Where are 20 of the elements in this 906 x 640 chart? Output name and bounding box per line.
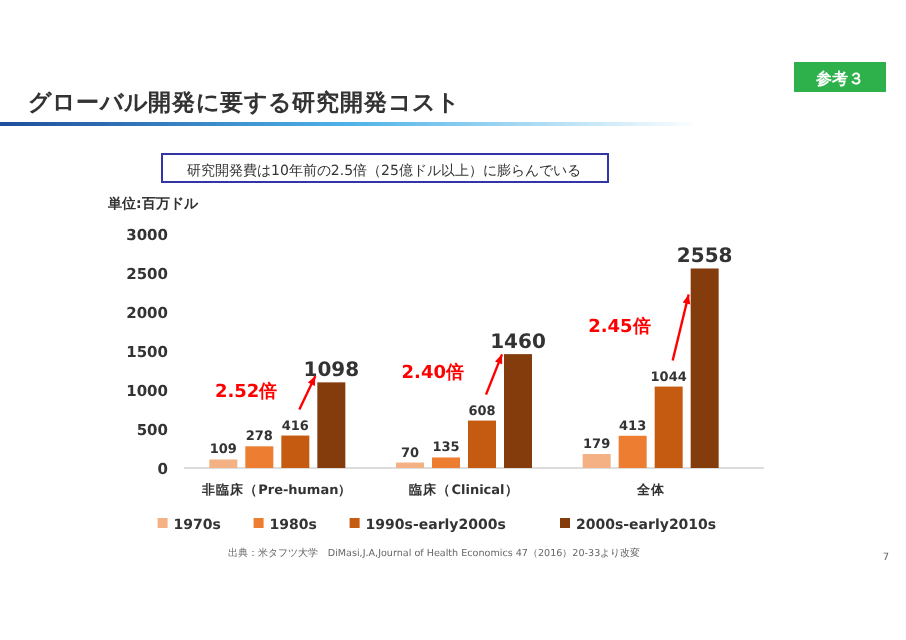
bar [654,386,683,468]
bar [618,435,647,468]
annotation: 2.40倍 [401,362,464,385]
data-label: 1460 [490,332,546,355]
bar [209,459,238,468]
annotation: 2.52倍 [214,380,278,403]
bar [468,420,496,468]
bar [432,457,460,468]
bar [317,382,346,468]
bar [245,446,274,468]
bar [396,462,424,468]
annotation: 2.45倍 [588,315,651,338]
text: 参考３ [814,70,864,88]
data-label: 2558 [676,246,733,269]
bar [281,435,310,468]
bar [582,454,611,468]
chart-title: グローバル開発に要する研究開発コスト [28,88,460,116]
data-label: 1098 [303,360,360,383]
bar [690,268,719,468]
bar [504,354,532,468]
